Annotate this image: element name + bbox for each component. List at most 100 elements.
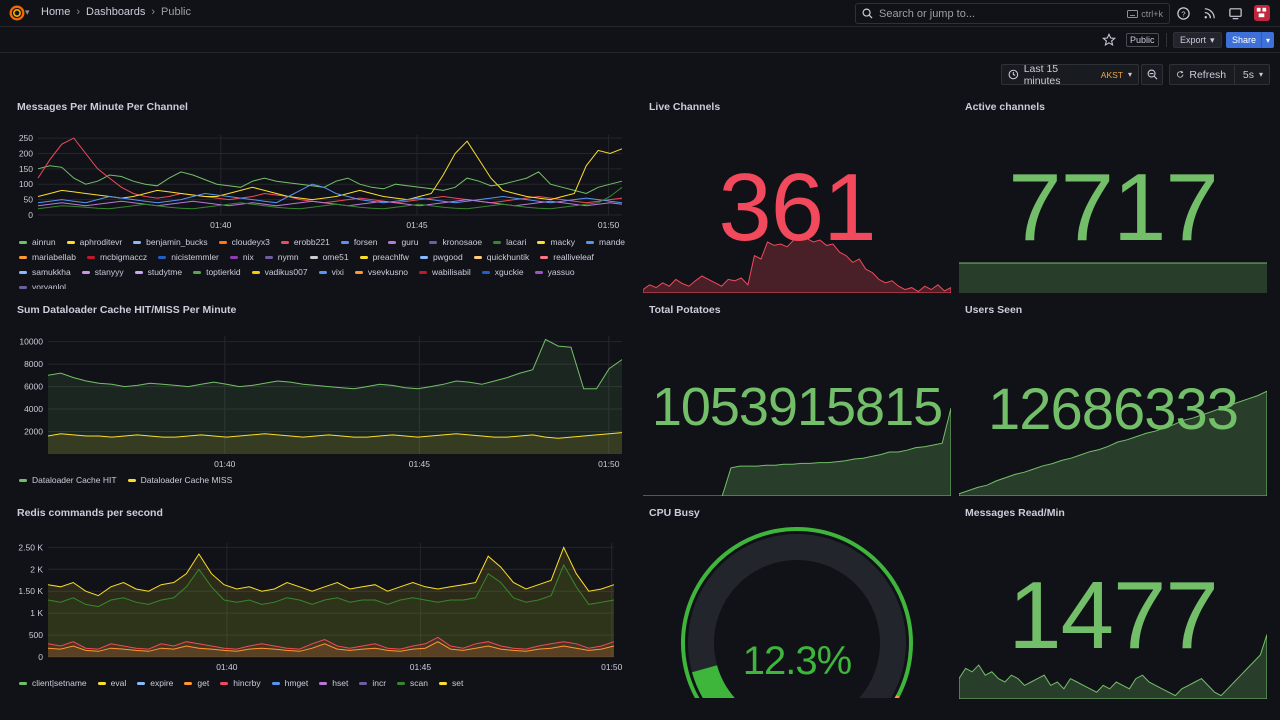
legend-item[interactable]: macky [537, 237, 575, 247]
legend-item[interactable]: hmget [271, 678, 308, 688]
legend-item[interactable]: incr [359, 678, 386, 688]
breadcrumb-current: Public [161, 6, 191, 18]
legend-item[interactable]: nix [229, 252, 254, 262]
legend-item[interactable]: nymn [264, 252, 299, 262]
messages-per-minute-chart[interactable]: 0 50 100 150 200 250 01:40 01:45 01:50 [0, 127, 632, 267]
export-button[interactable]: Export ▾ [1173, 32, 1222, 48]
search-shortcut: ctrl+k [1127, 9, 1163, 19]
panel-title[interactable]: Total Potatoes [649, 304, 721, 316]
y-tick-label: 1.50 K [18, 586, 43, 596]
legend-swatch [340, 240, 349, 244]
legend-item[interactable]: vsevkusno [354, 267, 409, 277]
toolbar-divider [1166, 33, 1167, 47]
legend-item[interactable]: realliveleaf [540, 252, 594, 262]
kiosk-mode-icon[interactable] [1228, 6, 1243, 21]
legend-item[interactable]: wabilisabil [419, 267, 471, 277]
legend-item[interactable]: mariabellab [19, 252, 76, 262]
chevron-down-icon: ▾ [1210, 34, 1215, 45]
legend-item[interactable]: yoryanlol [19, 282, 66, 289]
panel-title[interactable]: Messages Per Minute Per Channel [17, 101, 188, 113]
search-placeholder: Search or jump to... [879, 7, 975, 20]
legend-item[interactable]: quickhuntik [473, 252, 529, 262]
legend-item[interactable]: vadikus007 [251, 267, 308, 277]
x-tick-label: 01:40 [214, 459, 236, 469]
x-tick-label: 01:45 [409, 459, 431, 469]
legend-item[interactable]: studytme [134, 267, 182, 277]
share-button[interactable]: Share [1226, 32, 1263, 48]
star-icon[interactable] [1102, 33, 1116, 47]
legend-item[interactable]: erobb221 [280, 237, 330, 247]
legend-swatch [540, 255, 549, 259]
legend-item[interactable]: stanyyy [81, 267, 124, 277]
y-tick-label: 50 [24, 195, 34, 205]
legend-item[interactable]: nicistemmler [158, 252, 219, 262]
time-range-picker[interactable]: Last 15 minutes AKST ▾ [1001, 63, 1139, 87]
legend-item[interactable]: xguckie [481, 267, 524, 277]
x-tick-label: 01:50 [598, 459, 620, 469]
panel-title[interactable]: CPU Busy [649, 507, 700, 519]
legend-item[interactable]: mande [586, 237, 625, 247]
legend-item[interactable]: toptierkid [193, 267, 241, 277]
legend-item[interactable]: ainrun [19, 237, 56, 247]
legend-item[interactable]: samukkha [19, 267, 71, 277]
legend-label: erobb221 [293, 237, 330, 247]
legend-item[interactable]: yassuo [534, 267, 575, 277]
series-line [47, 563, 615, 608]
panel-title[interactable]: Sum Dataloader Cache HIT/MISS Per Minute [17, 304, 237, 316]
breadcrumb-dashboards[interactable]: Dashboards [86, 6, 146, 18]
legend-item[interactable]: Dataloader Cache HIT [19, 475, 117, 485]
panel-total-potatoes: Total Potatoes 1053915815 [643, 298, 951, 496]
messages-read-sparkline [959, 634, 1267, 699]
panel-active-channels: Active channels 7717 [959, 95, 1267, 293]
legend-item[interactable]: cloudeyx3 [218, 237, 270, 247]
panel-title[interactable]: Redis commands per second [17, 507, 163, 519]
dataloader-cache-chart[interactable]: 2000 4000 6000 8000 10000 01:40 01:45 01:50 [0, 324, 632, 474]
legend-item[interactable]: mcbigmaccz [86, 252, 147, 262]
legend-item[interactable]: get [184, 678, 209, 688]
legend-label: vsevkusno [367, 267, 409, 277]
logo-chevron-down-icon[interactable]: ▾ [25, 7, 30, 17]
legend-item[interactable]: hincrby [220, 678, 261, 688]
dataloader-cache-legend: Dataloader Cache HIT Dataloader Cache MIS… [19, 475, 629, 485]
redis-commands-chart[interactable]: 0 500 1 K 1.50 K 2 K 2.50 K 01:40 01:45 01:50 [0, 527, 632, 677]
panel-title[interactable]: Users Seen [965, 304, 1023, 316]
legend-item[interactable]: forsen [340, 237, 377, 247]
legend-item[interactable]: kronosaoe [429, 237, 482, 247]
grafana-logo-icon[interactable] [8, 4, 26, 22]
legend-label: xguckie [494, 267, 524, 277]
breadcrumb-home[interactable]: Home [41, 6, 71, 18]
search-input[interactable]: Search or jump to... ctrl+k [855, 3, 1170, 24]
legend-swatch [354, 270, 363, 274]
live-channels-sparkline [643, 234, 951, 293]
panel-title[interactable]: Active channels [965, 101, 1045, 113]
help-icon[interactable]: ? [1176, 6, 1191, 21]
user-avatar[interactable] [1254, 5, 1270, 21]
legend-swatch [19, 285, 27, 289]
legend-swatch [193, 270, 202, 274]
legend-item[interactable]: scan [397, 678, 428, 688]
legend-item[interactable]: pwgood [419, 252, 463, 262]
refresh-interval[interactable]: 5s [1242, 68, 1254, 81]
legend-item[interactable]: hset [319, 678, 348, 688]
legend-item[interactable]: guru [388, 237, 418, 247]
panel-title[interactable]: Live Channels [649, 101, 721, 113]
legend-item[interactable]: preachlfw [359, 252, 409, 262]
legend-item[interactable]: set [439, 678, 463, 688]
share-chevron-down-icon[interactable]: ▾ [1261, 32, 1274, 48]
legend-item[interactable]: eval [97, 678, 126, 688]
legend-item[interactable]: Dataloader Cache MISS [127, 475, 232, 485]
legend-item[interactable]: vixi [318, 267, 344, 277]
legend-item[interactable]: lacari [493, 237, 526, 247]
legend-item[interactable]: client|setname [19, 678, 87, 688]
zoom-out-button[interactable] [1141, 64, 1163, 85]
legend-label: toptierkid [206, 267, 241, 277]
legend-label: get [197, 678, 210, 688]
legend-item[interactable]: benjamin_bucks [133, 237, 208, 247]
news-rss-icon[interactable] [1202, 6, 1217, 21]
refresh-button[interactable]: Refresh 5s ▾ [1169, 64, 1270, 85]
legend-item[interactable]: expire [137, 678, 173, 688]
panel-title[interactable]: Messages Read/Min [965, 507, 1065, 519]
legend-item[interactable]: ome51 [309, 252, 349, 262]
total-potatoes-value: 1053915815 [651, 377, 943, 437]
legend-item[interactable]: aphroditevr [66, 237, 122, 247]
